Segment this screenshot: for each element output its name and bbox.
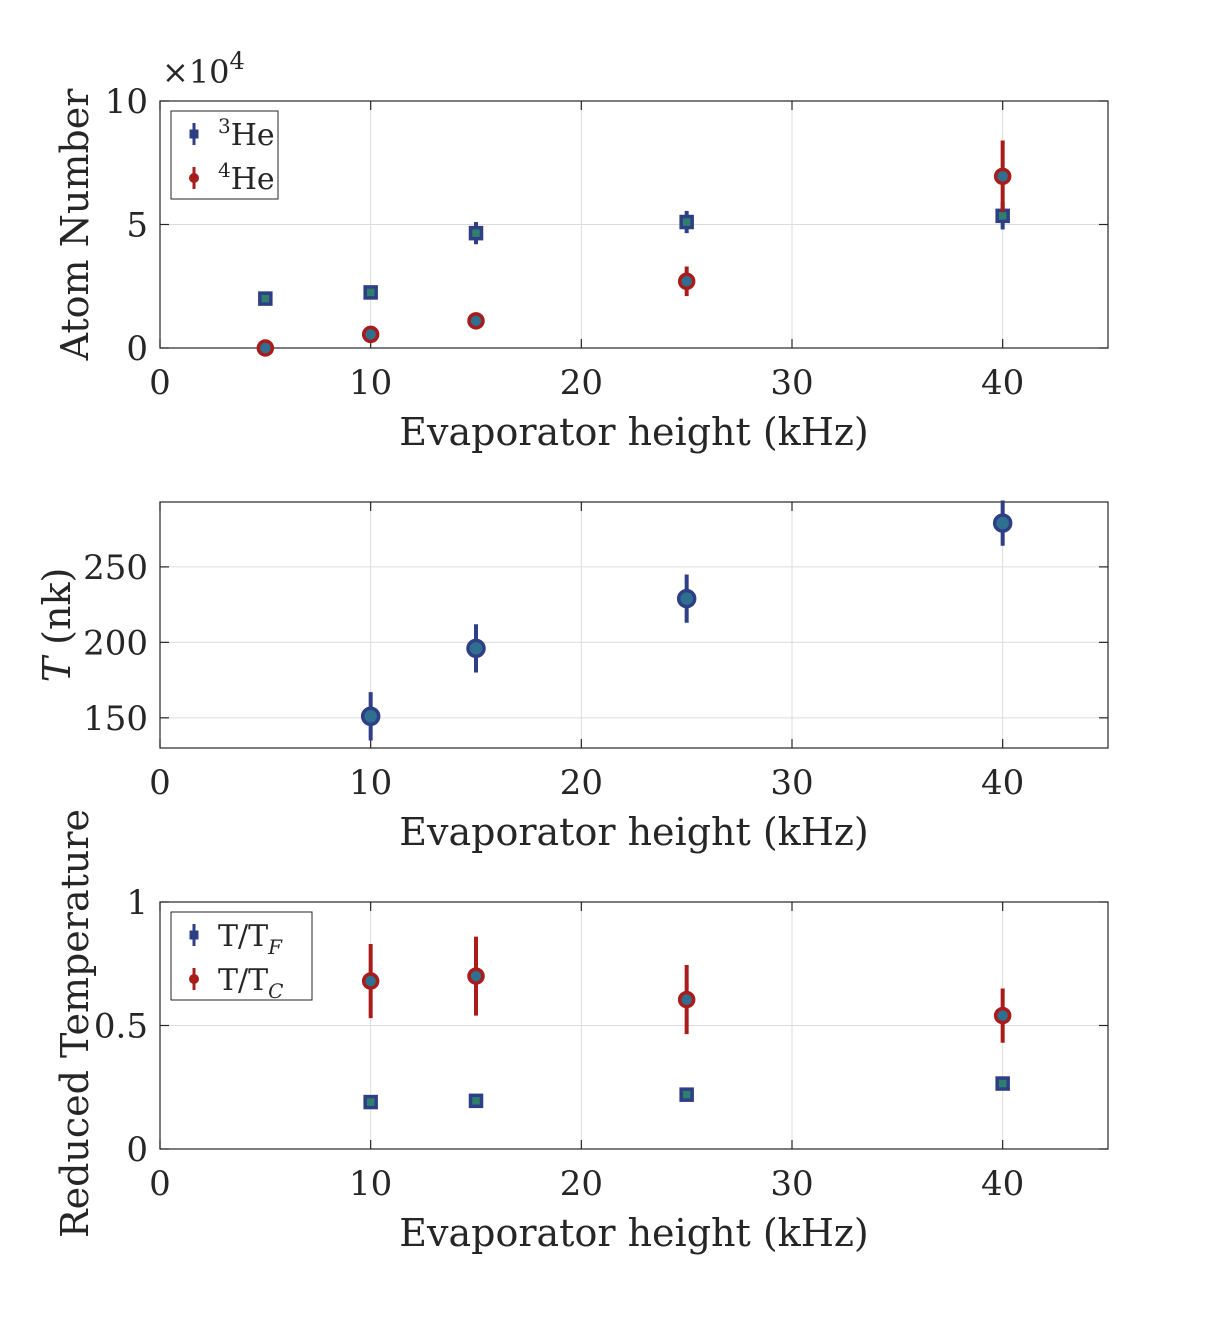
y-tick-label: 0: [126, 329, 148, 369]
series-1: [256, 140, 1012, 357]
data-point: [677, 990, 696, 1009]
axes-box: [159, 501, 1109, 749]
x-tick-label: 0: [149, 1164, 171, 1204]
x-tick-label: 30: [770, 363, 813, 403]
data-point: [258, 291, 273, 306]
legend-box: [170, 110, 279, 200]
y-axis-label: T (nk): [35, 568, 79, 683]
legend-label: 3He: [218, 114, 275, 153]
series-1: [361, 936, 1012, 1043]
x-tick-label: 20: [560, 763, 603, 803]
x-tick-label: 40: [981, 1164, 1024, 1204]
data-point: [677, 272, 696, 291]
x-tick-label: 40: [981, 363, 1024, 403]
chart-reduced: 0 10 20 30 40 0 0.5 1 Evaporator height (kHz) Red…: [53, 809, 1109, 1255]
x-tick-label: 40: [981, 763, 1024, 803]
legend-label: 4He: [218, 158, 275, 197]
legend-isotope: 4: [218, 158, 231, 182]
x-axis-label: Evaporator height (kHz): [399, 1211, 868, 1255]
legend-marker: [189, 974, 199, 984]
legend-label: T/TF: [218, 919, 283, 959]
x-tick-label: 30: [770, 1164, 813, 1204]
y-axis-label: Reduced Temperature: [53, 809, 97, 1238]
data-point: [256, 339, 275, 357]
data-point: [466, 638, 486, 659]
data-point: [467, 967, 485, 985]
y-tick-label: 10: [105, 82, 148, 122]
data-point: [360, 706, 381, 727]
data-point: [679, 1087, 694, 1102]
x-tick-label: 0: [149, 363, 171, 403]
y-tick-label: 5: [126, 206, 148, 246]
x-tick-label: 10: [349, 1164, 392, 1204]
y-axis-label-symbol: T: [35, 654, 79, 682]
data-point: [995, 1076, 1010, 1091]
data-point: [993, 1006, 1012, 1025]
y-tick-label: 200: [83, 623, 148, 663]
y-axis-label-unit: (nk): [35, 568, 79, 657]
data-point: [363, 285, 378, 300]
legend-name: He: [231, 162, 275, 197]
series-0: [258, 202, 1010, 306]
data-point: [679, 214, 694, 230]
data-point: [992, 513, 1013, 533]
legend-marker: [189, 930, 199, 940]
x-tick-label: 10: [349, 763, 392, 803]
legend-isotope: 3: [218, 114, 231, 138]
y-tick-label: 150: [83, 699, 148, 739]
chart-temperature: 0 10 20 30 40 150 200 250 Evaporator height (kHz…: [35, 500, 1109, 854]
y-exponent-power: 4: [230, 47, 245, 75]
data-point: [468, 225, 484, 241]
data-point: [676, 588, 697, 609]
x-tick-label: 20: [560, 1164, 603, 1204]
y-exponent-label: ×104: [162, 47, 245, 91]
x-axis-label: Evaporator height (kHz): [399, 410, 868, 454]
y-tick-label: 0: [126, 1130, 148, 1170]
data-point: [361, 325, 380, 344]
legend-name: T/T: [218, 963, 268, 998]
data-point: [468, 1093, 484, 1109]
y-tick-label: 250: [83, 548, 148, 588]
legend-label: T/TC: [218, 963, 283, 1003]
legend-marker: [189, 173, 199, 183]
x-tick-label: 20: [560, 363, 603, 403]
x-tick-label: 0: [149, 763, 171, 803]
legend-marker: [189, 129, 199, 139]
legend-name: He: [231, 118, 275, 153]
data-point: [361, 972, 380, 990]
series-0: [360, 500, 1013, 741]
data-point: [363, 1094, 378, 1110]
y-axis-label: Atom Number: [53, 88, 97, 362]
legend-name: T/T: [218, 919, 268, 954]
x-tick-label: 30: [770, 763, 813, 803]
x-tick-label: 10: [349, 363, 392, 403]
data-point: [467, 312, 485, 330]
y-tick-label: 0.5: [94, 1007, 148, 1047]
plot-area: [160, 502, 1108, 748]
legend-subscript: F: [267, 935, 283, 959]
series-0: [363, 1076, 1010, 1110]
data-point: [993, 167, 1012, 186]
legend-subscript: C: [268, 979, 283, 1003]
x-axis-label: Evaporator height (kHz): [399, 810, 868, 854]
y-tick-label: 1: [126, 883, 148, 923]
